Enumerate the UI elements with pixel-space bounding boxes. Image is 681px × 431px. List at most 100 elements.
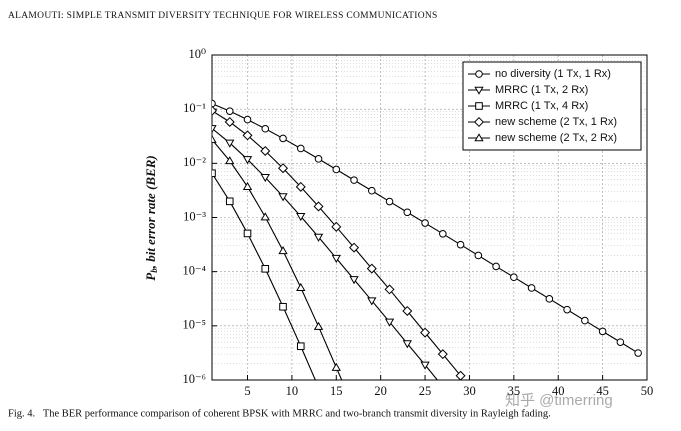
marker	[261, 124, 270, 133]
legend-marker	[473, 116, 485, 128]
plot-frame	[211, 54, 648, 381]
marker	[261, 264, 270, 273]
marker	[260, 145, 271, 156]
marker	[224, 116, 235, 127]
marker	[420, 327, 431, 338]
marker	[402, 305, 413, 316]
marker	[456, 240, 465, 249]
marker	[402, 340, 412, 349]
marker	[331, 254, 341, 264]
y-tick-label: 10⁻⁴	[183, 264, 206, 278]
caption: Fig. 4. The BER performance comparison o…	[8, 408, 551, 419]
legend-marker	[474, 86, 484, 95]
legend-label: MRRC (1 Tx, 4 Rx)	[495, 100, 588, 112]
marker	[279, 134, 287, 143]
y-tick-label: 10⁻³	[183, 209, 206, 223]
marker	[545, 295, 554, 303]
marker	[243, 115, 252, 124]
y-tick-label: 10⁰	[188, 47, 206, 61]
marker	[242, 130, 253, 141]
marker	[243, 229, 252, 238]
legend-box	[462, 61, 642, 151]
marker	[437, 349, 448, 360]
marker	[313, 201, 324, 212]
x-tick-label: 35	[508, 384, 521, 398]
legend-marker	[475, 102, 483, 110]
marker	[314, 155, 323, 163]
x-tick-label: 5	[244, 384, 250, 398]
marker	[278, 193, 288, 202]
marker	[315, 384, 322, 391]
marker	[313, 233, 324, 242]
marker	[492, 262, 500, 271]
marker	[225, 139, 235, 148]
marker	[581, 316, 589, 325]
marker	[332, 165, 341, 174]
y-tick-label: 10⁻¹	[183, 101, 206, 115]
x-tick-label: 40	[552, 384, 565, 398]
marker	[242, 156, 253, 165]
x-tick-label: 50	[641, 384, 654, 398]
marker	[403, 208, 412, 217]
legend-marker	[475, 70, 483, 78]
marker	[439, 384, 447, 391]
legend-label: no diversity (1 Tx, 1 Rx)	[495, 68, 611, 80]
header: ALAMOUTI: SIMPLE TRANSMIT DIVERSITY TECH…	[8, 11, 438, 21]
x-tick-label: 15	[330, 384, 343, 398]
x-tick-label: 20	[374, 384, 387, 398]
marker	[420, 361, 430, 370]
marker	[296, 282, 306, 291]
marker	[295, 181, 306, 192]
plot-area	[212, 99, 642, 391]
legend-label: MRRC (1 Tx, 2 Rx)	[495, 84, 588, 96]
marker	[225, 197, 234, 206]
marker	[421, 219, 429, 227]
x-tick-label: 30	[463, 384, 476, 398]
y-tick-label: 10⁻⁵	[183, 318, 206, 332]
marker	[616, 338, 625, 346]
marker	[296, 213, 306, 222]
marker	[212, 99, 216, 108]
marker	[439, 230, 447, 238]
x-tick-label: 25	[419, 384, 432, 398]
marker	[212, 134, 217, 143]
marker	[474, 251, 483, 260]
legend-label: new scheme (2 Tx, 2 Rx)	[495, 132, 617, 144]
series-line	[212, 172, 316, 380]
marker	[384, 318, 395, 327]
marker	[313, 321, 324, 330]
marker	[212, 105, 218, 116]
marker	[366, 263, 377, 274]
x-tick-label: 45	[596, 384, 609, 398]
marker	[385, 197, 394, 206]
y-label-sub: b	[149, 268, 159, 273]
y-tick-label: 10⁻⁶	[183, 372, 206, 386]
marker	[455, 370, 466, 380]
marker	[260, 212, 270, 221]
marker	[212, 169, 216, 178]
marker	[510, 273, 518, 282]
marker	[296, 342, 305, 351]
marker	[384, 284, 395, 295]
marker	[279, 302, 287, 311]
marker	[225, 107, 234, 115]
marker	[367, 297, 377, 306]
watermark: 知乎 @timerring	[505, 392, 613, 409]
marker	[331, 221, 342, 232]
marker	[296, 144, 305, 153]
marker	[278, 163, 289, 174]
y-axis-label: Pb, bit error rate (BER)	[143, 155, 159, 281]
marker	[349, 276, 359, 285]
y-label-rest: , bit error rate (BER)	[143, 155, 158, 269]
marker	[349, 242, 360, 253]
marker	[242, 181, 253, 191]
marker	[598, 327, 607, 336]
y-tick-label: 10⁻²	[183, 155, 206, 169]
y-label-main: P	[143, 272, 158, 281]
marker	[260, 174, 270, 183]
marker	[225, 156, 235, 165]
marker	[367, 186, 376, 195]
marker	[350, 176, 358, 184]
x-tick-label: 10	[286, 384, 299, 398]
